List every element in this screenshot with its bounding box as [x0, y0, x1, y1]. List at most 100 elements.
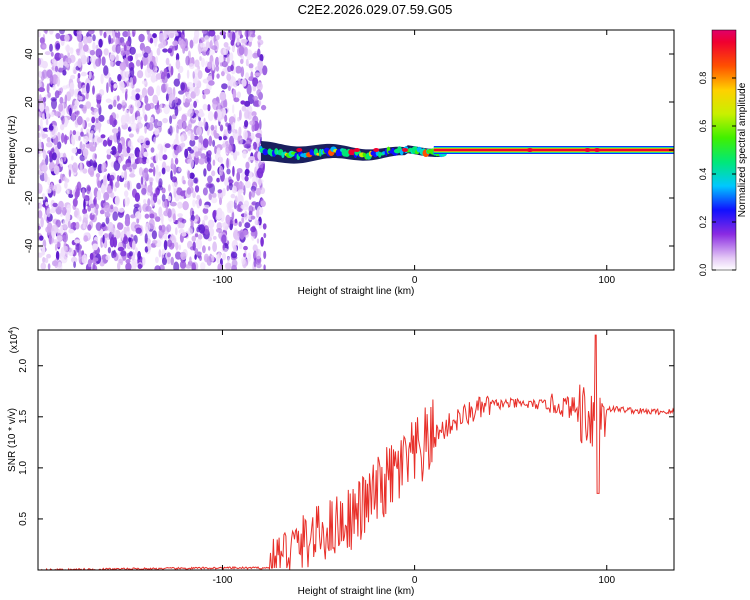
noise-speckle: [69, 82, 75, 90]
noise-speckle: [132, 262, 139, 268]
noise-speckle: [124, 109, 130, 120]
noise-speckle: [133, 203, 140, 209]
noise-speckle: [254, 72, 261, 77]
noise-speckle: [94, 141, 97, 148]
noise-speckle: [96, 103, 101, 109]
noise-speckle: [114, 195, 120, 206]
noise-speckle: [108, 34, 112, 45]
noise-speckle: [180, 82, 186, 91]
noise-speckle: [197, 142, 202, 149]
noise-speckle: [57, 90, 62, 96]
noise-speckle: [254, 217, 258, 226]
noise-speckle: [207, 61, 212, 70]
noise-speckle: [239, 189, 244, 194]
noise-speckle: [165, 93, 169, 102]
noise-speckle: [96, 189, 102, 201]
noise-speckle: [92, 243, 99, 251]
noise-speckle: [155, 164, 159, 175]
noise-speckle: [41, 113, 46, 120]
noise-speckle: [82, 148, 89, 158]
noise-speckle: [190, 214, 195, 222]
bottom-x-axis-label: Height of straight line (km): [298, 586, 415, 597]
noise-speckle: [128, 133, 134, 138]
noise-speckle: [39, 81, 42, 88]
noise-speckle: [200, 42, 205, 48]
noise-speckle: [64, 181, 68, 189]
noise-speckle: [87, 205, 92, 212]
noise-speckle: [89, 49, 96, 56]
signal-hotspot: [526, 148, 533, 152]
noise-speckle: [214, 111, 218, 119]
noise-speckle: [103, 191, 110, 201]
noise-speckle: [141, 87, 148, 98]
noise-speckle: [154, 38, 158, 47]
noise-speckle: [165, 165, 171, 172]
noise-speckle: [105, 255, 111, 261]
bottom-y-tick-label: 1.0: [18, 460, 29, 474]
signal-hotspot: [402, 148, 408, 152]
noise-speckle: [48, 30, 54, 35]
noise-speckle: [128, 251, 133, 257]
noise-speckle: [246, 83, 252, 95]
noise-speckle: [122, 164, 127, 171]
noise-speckle: [92, 264, 98, 270]
noise-speckle: [106, 82, 109, 93]
noise-speckle: [86, 82, 90, 94]
noise-speckle: [262, 223, 267, 230]
noise-speckle: [234, 218, 238, 224]
noise-speckle: [129, 77, 134, 88]
noise-speckle: [113, 160, 121, 172]
noise-speckle: [204, 35, 210, 42]
noise-speckle: [216, 34, 220, 41]
noise-speckle: [95, 117, 99, 124]
noise-speckle: [158, 225, 162, 231]
noise-speckle: [77, 81, 83, 90]
noise-speckle: [70, 134, 75, 145]
noise-speckle: [67, 52, 70, 58]
noise-speckle: [110, 180, 114, 190]
noise-speckle: [55, 250, 60, 261]
noise-speckle: [50, 97, 57, 102]
noise-speckle: [77, 72, 81, 79]
noise-speckle: [207, 104, 211, 112]
noise-speckle: [223, 42, 229, 48]
noise-speckle: [186, 187, 192, 195]
bottom-y-tick-label: 2.0: [18, 358, 29, 372]
noise-speckle: [211, 170, 216, 177]
noise-speckle: [212, 159, 216, 166]
noise-speckle: [109, 135, 114, 141]
noise-speckle: [156, 47, 161, 56]
noise-speckle: [103, 233, 109, 239]
noise-speckle: [115, 181, 120, 189]
noise-speckle: [154, 265, 161, 270]
noise-speckle: [101, 255, 105, 261]
noise-speckle: [54, 258, 59, 269]
noise-speckle: [226, 168, 231, 175]
colorbar-tick-label: 0.6: [698, 120, 708, 133]
noise-speckle: [250, 226, 256, 233]
top-y-axis-label: Frequency (Hz): [7, 116, 18, 185]
noise-speckle: [38, 31, 41, 38]
noise-speckle: [62, 206, 67, 216]
noise-speckle: [147, 198, 151, 207]
noise-speckle: [109, 60, 114, 67]
noise-speckle: [129, 67, 135, 78]
noise-speckle: [59, 30, 65, 35]
noise-speckle: [143, 151, 149, 158]
noise-speckle: [88, 142, 95, 147]
noise-speckle: [245, 72, 250, 80]
noise-speckle: [46, 137, 51, 143]
noise-speckle: [176, 124, 179, 135]
noise-speckle: [63, 134, 68, 145]
noise-speckle: [59, 96, 64, 104]
noise-speckle: [144, 45, 152, 55]
noise-speckle: [91, 116, 96, 124]
noise-speckle: [213, 129, 217, 137]
noise-speckle: [78, 39, 83, 51]
noise-speckle: [209, 40, 213, 49]
noise-speckle: [82, 35, 89, 45]
noise-speckle: [68, 169, 72, 178]
noise-speckle: [230, 193, 236, 199]
noise-speckle: [158, 249, 162, 258]
noise-speckle: [117, 142, 123, 154]
